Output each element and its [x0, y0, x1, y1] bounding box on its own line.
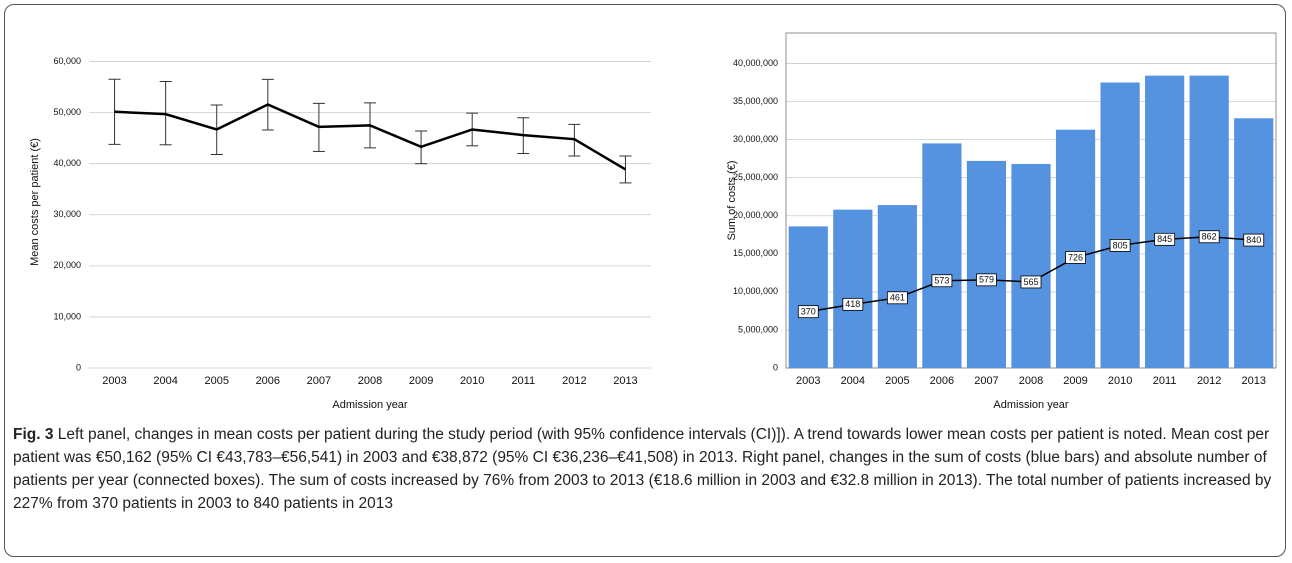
x-tick-label: 2007 — [974, 375, 998, 387]
x-tick-label: 2005 — [885, 375, 909, 387]
value-label: 461 — [890, 293, 905, 303]
x-tick-label: 2006 — [256, 375, 280, 387]
value-box — [1065, 251, 1086, 264]
x-tick-label: 2011 — [1153, 375, 1177, 387]
line — [114, 103, 627, 171]
bar — [922, 143, 962, 368]
caption-text: Left panel, changes in mean costs per pa… — [13, 426, 1272, 512]
value-label: 573 — [934, 276, 949, 286]
value-label: 726 — [1068, 252, 1083, 262]
value-box — [1198, 230, 1220, 244]
y-tick-label: 10,000,000 — [733, 286, 778, 296]
value-box — [886, 291, 908, 305]
x-tick-label: 2013 — [1241, 375, 1265, 387]
value-label: 840 — [1246, 235, 1261, 245]
value-label: 565 — [1023, 277, 1038, 287]
y-axis-label: Mean costs per patient (€) — [29, 138, 41, 266]
value-box — [1154, 232, 1176, 246]
x-tick-label: 2010 — [1108, 375, 1132, 387]
bar — [877, 205, 917, 368]
value-box — [797, 305, 819, 319]
value-box — [842, 297, 864, 311]
x-tick-label: 2012 — [1197, 375, 1221, 387]
x-tick-label: 2012 — [562, 375, 586, 387]
y-axis-label: Sum of costs (€) — [726, 160, 738, 240]
value-label: 579 — [979, 275, 994, 285]
x-axis-label: Admission year — [332, 399, 408, 411]
x-tick-label: 2008 — [358, 375, 382, 387]
y-tick-label: 20,000 — [53, 260, 81, 270]
x-tick-label: 2009 — [1063, 375, 1087, 387]
caption-label: Fig. 3 — [13, 426, 54, 443]
bar — [788, 226, 828, 368]
value-box — [1243, 233, 1265, 247]
error-bar — [108, 78, 121, 145]
y-tick-label: 0 — [76, 362, 81, 372]
charts: 0 10,000 20,000 30,000 40,000 50,000 60,000 200… — [29, 32, 1277, 411]
y-tick-label: 10,000 — [53, 311, 81, 321]
y-tick-label: 30,000,000 — [733, 134, 778, 144]
y-tick-label: 30,000 — [53, 209, 81, 219]
x-axis-label: Admission year — [993, 399, 1069, 411]
value-label: 418 — [845, 299, 860, 309]
bar — [1189, 75, 1229, 369]
value-box — [1109, 239, 1131, 252]
x-tick-label: 2013 — [613, 375, 637, 387]
bar — [1145, 75, 1185, 369]
bar — [833, 209, 873, 368]
x-tick-label: 2011 — [511, 375, 535, 387]
value-label: 862 — [1202, 232, 1217, 242]
x-tick-label: 2005 — [204, 375, 228, 387]
x-tick-label: 2003 — [102, 375, 126, 387]
y-tick-label: 20,000,000 — [733, 210, 778, 220]
y-tick-label: 0 — [773, 362, 778, 372]
y-tick-label: 60,000 — [53, 56, 81, 66]
y-tick-label: 40,000 — [53, 158, 81, 168]
y-tick-label: 15,000,000 — [733, 248, 778, 258]
y-tick-label: 40,000,000 — [733, 58, 778, 68]
y-tick-label: 25,000,000 — [733, 172, 778, 182]
x-tick-label: 2004 — [841, 375, 865, 387]
bar — [1055, 129, 1096, 368]
bar — [1100, 82, 1140, 368]
caption: Fig. 3 Left panel, changes in mean costs… — [13, 423, 1275, 515]
y-tick-label: 50,000 — [53, 107, 81, 117]
value-box — [976, 273, 997, 287]
x-tick-label: 2007 — [307, 375, 331, 387]
bar — [966, 160, 1007, 368]
x-tick-label: 2009 — [409, 375, 433, 387]
value-box — [931, 274, 953, 288]
value-label: 805 — [1113, 240, 1128, 250]
x-tick-label: 2008 — [1019, 375, 1043, 387]
value-box — [1020, 275, 1042, 289]
value-label: 370 — [801, 307, 816, 317]
value-label: 845 — [1157, 234, 1172, 244]
x-tick-label: 2003 — [796, 375, 820, 387]
x-tick-label: 2006 — [930, 375, 954, 387]
y-tick-label: 35,000,000 — [733, 96, 778, 106]
x-tick-label: 2010 — [460, 375, 484, 387]
error-bar — [619, 155, 632, 184]
x-tick-label: 2004 — [153, 375, 177, 387]
figure: 0 10,000 20,000 30,000 40,000 50,000 60,000 200… — [4, 4, 1286, 557]
y-tick-label: 5,000,000 — [738, 324, 778, 334]
bar — [1011, 163, 1051, 368]
